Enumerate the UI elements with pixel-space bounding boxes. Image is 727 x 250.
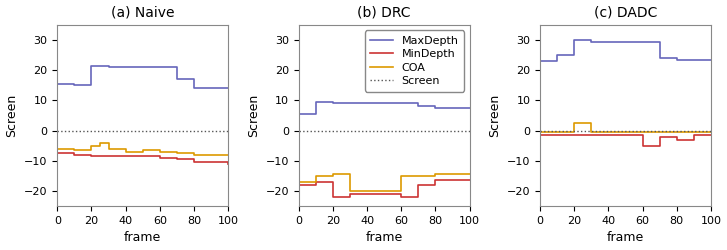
MinDepth (465, 179, 474, 182)
MinDepth (672, 138, 681, 141)
COA (121, 150, 130, 153)
MinDepth (689, 134, 698, 137)
Screen (296, 129, 305, 132)
MinDepth (431, 179, 440, 182)
MaxDepth (104, 66, 113, 69)
COA (224, 153, 233, 156)
MaxDepth (329, 102, 337, 105)
MaxDepth (224, 87, 233, 90)
COA (156, 150, 164, 153)
MaxDepth (294, 112, 303, 116)
MaxDepth (53, 82, 62, 85)
MinDepth (172, 158, 181, 161)
COA (465, 173, 474, 176)
COA (104, 147, 113, 150)
MinDepth (87, 155, 96, 158)
COA (536, 131, 545, 134)
MaxDepth (70, 84, 79, 87)
Line: MaxDepth: MaxDepth (540, 40, 711, 61)
Line: COA: COA (299, 174, 470, 191)
COA (172, 152, 181, 155)
MaxDepth (655, 56, 664, 59)
MinDepth (707, 134, 715, 137)
MaxDepth (587, 40, 595, 43)
COA (329, 173, 337, 176)
MinDepth (536, 134, 545, 137)
Title: (c) DADC: (c) DADC (594, 6, 657, 20)
MaxDepth (536, 60, 545, 63)
COA (707, 131, 715, 134)
COA (345, 190, 354, 192)
COA (96, 141, 105, 144)
Line: COA: COA (540, 123, 711, 132)
Y-axis label: Screen: Screen (247, 94, 260, 137)
COA (570, 122, 579, 124)
MaxDepth (172, 78, 181, 81)
Y-axis label: Screen: Screen (6, 94, 19, 137)
Line: MaxDepth: MaxDepth (57, 66, 228, 88)
MinDepth (156, 156, 164, 159)
Y-axis label: Screen: Screen (489, 94, 502, 137)
COA (397, 174, 406, 178)
MinDepth (638, 144, 647, 147)
MinDepth (294, 184, 303, 186)
COA (431, 173, 440, 176)
Screen (537, 129, 546, 132)
Line: MinDepth: MinDepth (540, 135, 711, 146)
MinDepth (104, 155, 113, 158)
MaxDepth (414, 105, 422, 108)
MaxDepth (707, 58, 715, 61)
COA (138, 149, 147, 152)
Line: MaxDepth: MaxDepth (299, 102, 470, 114)
Line: MinDepth: MinDepth (299, 180, 470, 197)
Title: (b) DRC: (b) DRC (358, 6, 411, 20)
MaxDepth (190, 87, 198, 90)
MaxDepth (87, 64, 96, 67)
Screen (53, 129, 62, 132)
MaxDepth (465, 106, 474, 110)
MinDepth (414, 184, 422, 186)
Title: (a) Naive: (a) Naive (111, 6, 174, 20)
Screen (294, 129, 303, 132)
Screen (536, 129, 545, 132)
Legend: MaxDepth, MinDepth, COA, Screen: MaxDepth, MinDepth, COA, Screen (365, 30, 464, 92)
MinDepth (397, 196, 406, 198)
MinDepth (53, 152, 62, 155)
X-axis label: frame: frame (607, 232, 644, 244)
Screen (55, 129, 63, 132)
COA (190, 153, 198, 156)
X-axis label: frame: frame (366, 232, 403, 244)
MaxDepth (311, 100, 320, 103)
MinDepth (190, 161, 198, 164)
COA (311, 174, 320, 178)
Line: COA: COA (57, 143, 228, 155)
MaxDepth (672, 58, 681, 61)
MinDepth (329, 196, 337, 198)
X-axis label: frame: frame (124, 232, 161, 244)
COA (70, 149, 79, 152)
MinDepth (224, 162, 233, 165)
Line: MinDepth: MinDepth (57, 153, 228, 164)
MinDepth (345, 192, 354, 196)
MinDepth (70, 153, 79, 156)
COA (53, 147, 62, 150)
MaxDepth (570, 38, 579, 42)
MinDepth (311, 180, 320, 184)
MaxDepth (553, 54, 561, 56)
COA (587, 131, 595, 134)
MaxDepth (431, 106, 440, 110)
COA (294, 180, 303, 184)
MinDepth (655, 135, 664, 138)
COA (87, 144, 96, 147)
